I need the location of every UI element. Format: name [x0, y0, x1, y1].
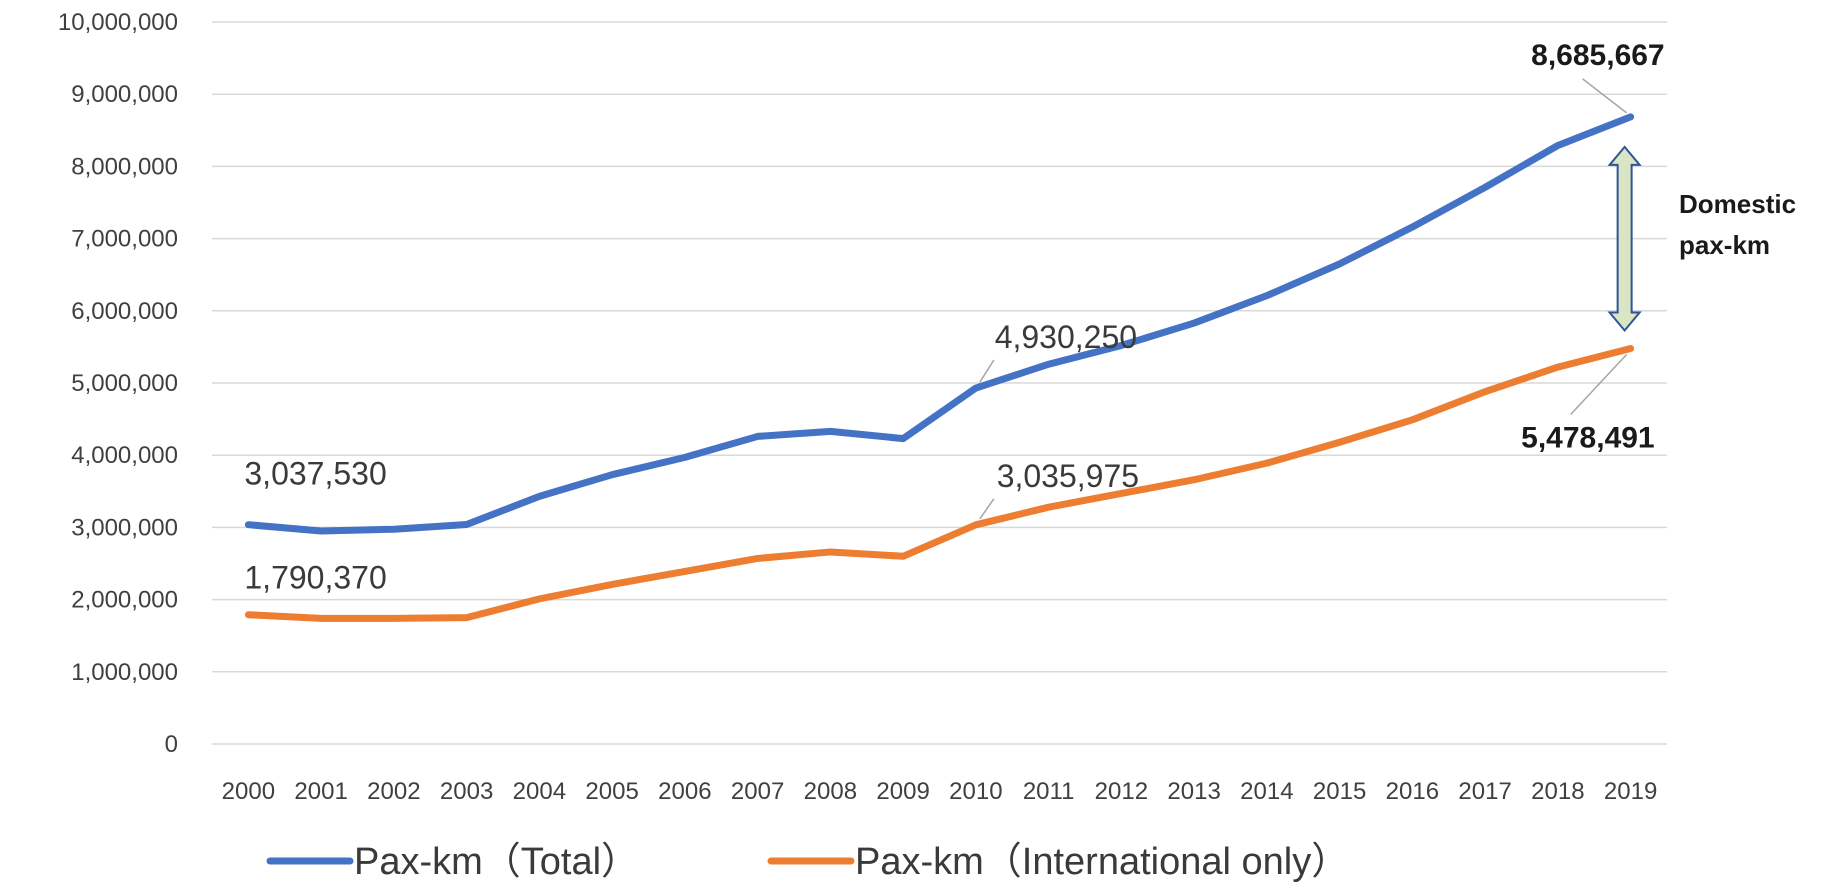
data-labels: 3,037,530 1,790,370 4,930,250 3,035,975 8,68…: [244, 39, 1664, 596]
x-tick-label: 2014: [1240, 778, 1293, 805]
data-label: 8,685,667: [1531, 39, 1664, 72]
y-tick-label: 5,000,000: [71, 370, 178, 397]
x-tick-label: 2019: [1604, 778, 1657, 805]
x-tick-label: 2005: [585, 778, 638, 805]
x-tick-label: 2012: [1095, 778, 1148, 805]
x-tick-label: 2001: [294, 778, 347, 805]
x-tick-label: 2017: [1458, 778, 1511, 805]
y-tick-label: 0: [165, 731, 178, 758]
series-line-total: [244, 113, 1635, 535]
data-label: 5,478,491: [1521, 421, 1654, 454]
x-tick-label: 2002: [367, 778, 420, 805]
y-tick-label: 2,000,000: [71, 587, 178, 614]
legend-label: Pax-km（International only）: [855, 841, 1349, 883]
label-leader-line: [1570, 353, 1628, 415]
double-arrow-icon: [1607, 145, 1642, 333]
x-tick-label: 2008: [804, 778, 857, 805]
label-leader-line: [979, 498, 995, 520]
data-label: 4,930,250: [995, 319, 1137, 355]
x-tick-label: 2010: [949, 778, 1002, 805]
y-tick-label: 4,000,000: [71, 442, 178, 469]
y-tick-label: 7,000,000: [71, 226, 178, 253]
legend-label: Pax-km（Total）: [354, 841, 639, 883]
y-tick-label: 10,000,000: [58, 9, 178, 36]
domestic-gap-annotation: Domestic pax-km: [1607, 145, 1796, 333]
y-tick-label: 8,000,000: [71, 153, 178, 180]
legend[interactable]: Pax-km（Total） Pax-km（International only）: [266, 841, 1349, 883]
label-leader-line: [1582, 78, 1628, 114]
x-tick-label: 2000: [222, 778, 275, 805]
label-leader-line: [979, 359, 995, 383]
x-tick-label: 2018: [1531, 778, 1584, 805]
x-axis-tick-labels: 2000 2001 2002 2003 2004 2005 2006 2007 2008 2009…: [222, 778, 1658, 805]
data-label: 3,035,975: [997, 458, 1139, 494]
x-tick-label: 2007: [731, 778, 784, 805]
y-axis-tick-labels: 0 1,000,000 2,000,000 3,000,000 4,000,000 5,0…: [58, 9, 178, 758]
series-lines: [244, 113, 1635, 622]
y-tick-label: 6,000,000: [71, 298, 178, 325]
data-label: 1,790,370: [244, 560, 386, 596]
legend-item[interactable]: Pax-km（Total）: [266, 841, 639, 883]
y-tick-label: 1,000,000: [71, 659, 178, 686]
x-tick-label: 2003: [440, 778, 493, 805]
gap-label: pax-km: [1679, 230, 1770, 260]
y-tick-label: 3,000,000: [71, 514, 178, 541]
x-tick-label: 2011: [1023, 778, 1075, 805]
y-tick-label: 9,000,000: [71, 81, 178, 108]
x-tick-label: 2015: [1313, 778, 1366, 805]
legend-item[interactable]: Pax-km（International only）: [767, 841, 1349, 883]
data-label: 3,037,530: [244, 456, 386, 492]
x-tick-label: 2013: [1167, 778, 1220, 805]
gridlines: [212, 21, 1667, 745]
x-tick-label: 2016: [1386, 778, 1439, 805]
x-tick-label: 2004: [513, 778, 566, 805]
gap-label: Domestic: [1679, 189, 1796, 219]
series-line-international: [244, 344, 1635, 622]
x-tick-label: 2009: [876, 778, 929, 805]
x-tick-label: 2006: [658, 778, 711, 805]
